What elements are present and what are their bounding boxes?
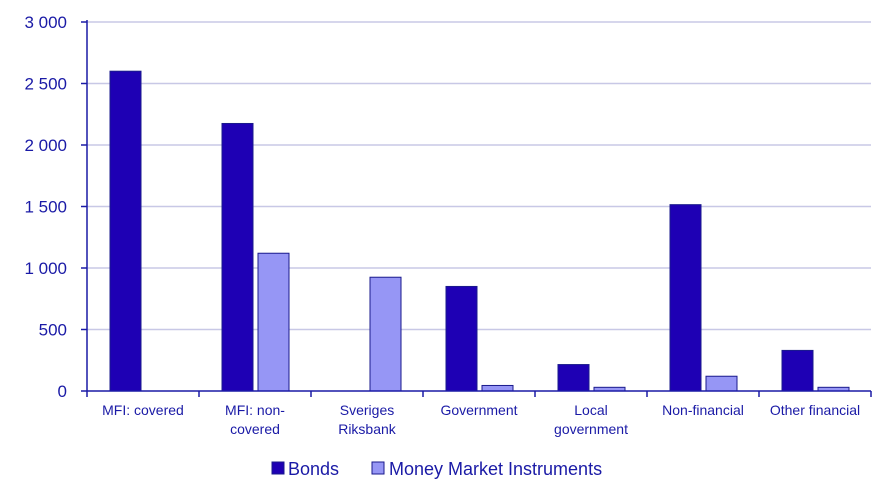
y-tick-label: 2 000 [24,136,67,155]
legend-label: Bonds [288,459,339,479]
x-tick-label: MFI: covered [102,402,184,418]
y-tick-label: 0 [58,382,67,401]
bars [109,70,850,392]
legend: Bonds Money Market Instruments [271,459,602,479]
bar-bonds [221,122,254,392]
bar-money-market-instruments [369,276,402,392]
y-tick-label: 1 000 [24,259,67,278]
x-tick-label: Sveriges [340,402,394,418]
x-tick-label: Government [440,402,517,418]
x-tick-label: Local [574,402,607,418]
legend-label: Money Market Instruments [389,459,602,479]
bar-bonds [781,349,814,392]
axis-labels: 0 500 1 000 1 500 2 000 2 500 3 000 MFI: covere… [24,13,860,437]
y-tick-label: 2 500 [24,75,67,94]
bar-bonds [445,285,478,392]
x-tick-label: Non-financial [662,402,744,418]
gridlines [87,21,871,331]
y-tick-label: 3 000 [24,13,67,32]
bar-bonds [669,204,702,392]
legend-swatch [271,461,285,475]
bar-bonds [109,70,142,392]
x-tick-label: Other financial [770,402,860,418]
x-tick-label: Riksbank [338,421,397,437]
y-tick-label: 500 [39,321,67,340]
axes [81,20,872,397]
bar-money-market-instruments [481,384,514,392]
bar-money-market-instruments [705,375,738,392]
bar-money-market-instruments [257,252,290,392]
legend-swatch [371,461,385,475]
bar-bonds [557,364,590,392]
x-tick-label: government [554,421,628,437]
x-tick-label: MFI: non- [225,402,285,418]
y-tick-label: 1 500 [24,198,67,217]
x-tick-label: covered [230,421,280,437]
